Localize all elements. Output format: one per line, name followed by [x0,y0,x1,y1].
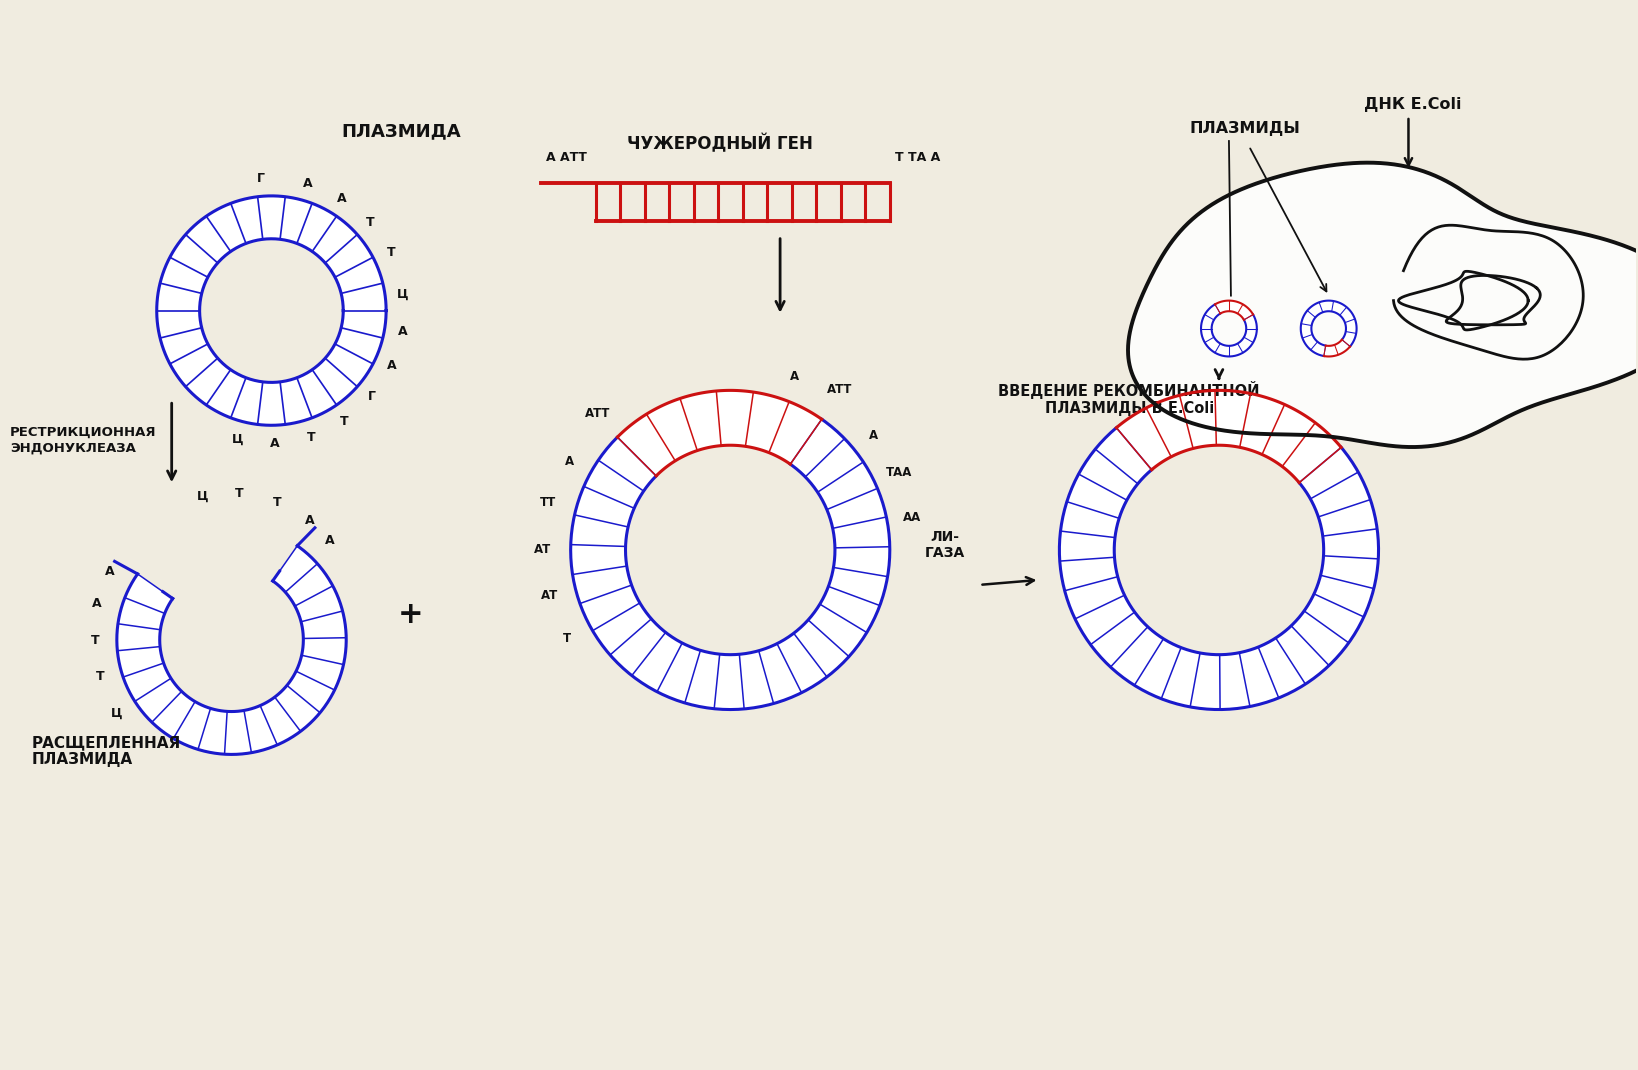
Text: А: А [870,429,878,442]
Text: А: А [105,565,115,578]
Polygon shape [1129,163,1638,447]
Text: А: А [337,192,347,204]
Text: ЧУЖЕРОДНЫЙ ГЕН: ЧУЖЕРОДНЫЙ ГЕН [627,134,812,153]
Text: РЕСТРИКЦИОННАЯ
ЭНДОНУКЛЕАЗА: РЕСТРИКЦИОННАЯ ЭНДОНУКЛЕАЗА [10,426,157,455]
Text: РАСЩЕПЛЕННАЯ
ПЛАЗМИДА: РАСЩЕПЛЕННАЯ ПЛАЗМИДА [33,735,182,767]
Text: ВВЕДЕНИЕ РЕКОМБИНАНТНОЙ
ПЛАЗМИДЫ В E.Coli: ВВЕДЕНИЕ РЕКОМБИНАНТНОЙ ПЛАЗМИДЫ В E.Col… [999,381,1260,416]
Text: Т: Т [272,496,282,509]
Text: А: А [270,437,278,449]
Text: ТТ: ТТ [541,496,555,509]
Polygon shape [1060,391,1379,709]
Text: А: А [565,455,575,469]
Text: ТАА: ТАА [886,467,912,479]
Text: ПЛАЗМИДЫ: ПЛАЗМИДЫ [1189,121,1301,136]
Text: Т: Т [234,487,242,500]
Text: Ц: Ц [398,288,410,301]
Text: Т: Т [341,415,349,428]
Text: АТТ: АТТ [827,383,853,396]
Text: АТ: АТ [534,542,552,555]
Text: Т: Т [90,635,100,647]
Text: А: А [790,370,799,383]
Text: А: А [387,360,396,372]
Polygon shape [1201,301,1256,356]
Text: АТ: АТ [541,588,559,602]
Text: А: А [305,514,314,526]
Text: Т: Т [306,431,314,444]
Text: А: А [324,534,334,547]
Polygon shape [116,546,346,754]
Text: Т: Т [95,670,105,683]
Text: Ц: Ц [111,707,123,720]
Text: +: + [398,600,424,629]
Text: ПЛАЗМИДА: ПЛАЗМИДА [341,122,460,140]
Text: Т: Т [365,215,375,229]
Text: АТТ: АТТ [585,408,611,421]
Polygon shape [157,196,387,425]
Text: Т: Т [563,632,572,645]
Text: ДНК E.Coli: ДНК E.Coli [1363,97,1461,112]
Text: А: А [398,325,408,338]
Text: Г: Г [369,391,377,403]
Text: А: А [92,597,102,610]
Text: Г: Г [257,172,265,185]
Polygon shape [570,391,889,709]
Text: Т: Т [387,246,395,259]
Text: Ц: Ц [231,432,244,445]
Text: А: А [303,177,313,189]
Text: Т ТА А: Т ТА А [894,151,940,164]
Text: ЛИ-
ГАЗА: ЛИ- ГАЗА [924,530,965,560]
Text: АА: АА [903,510,922,523]
Polygon shape [1301,301,1356,356]
Text: А АТТ: А АТТ [545,151,586,164]
Text: Ц: Ц [197,490,208,503]
